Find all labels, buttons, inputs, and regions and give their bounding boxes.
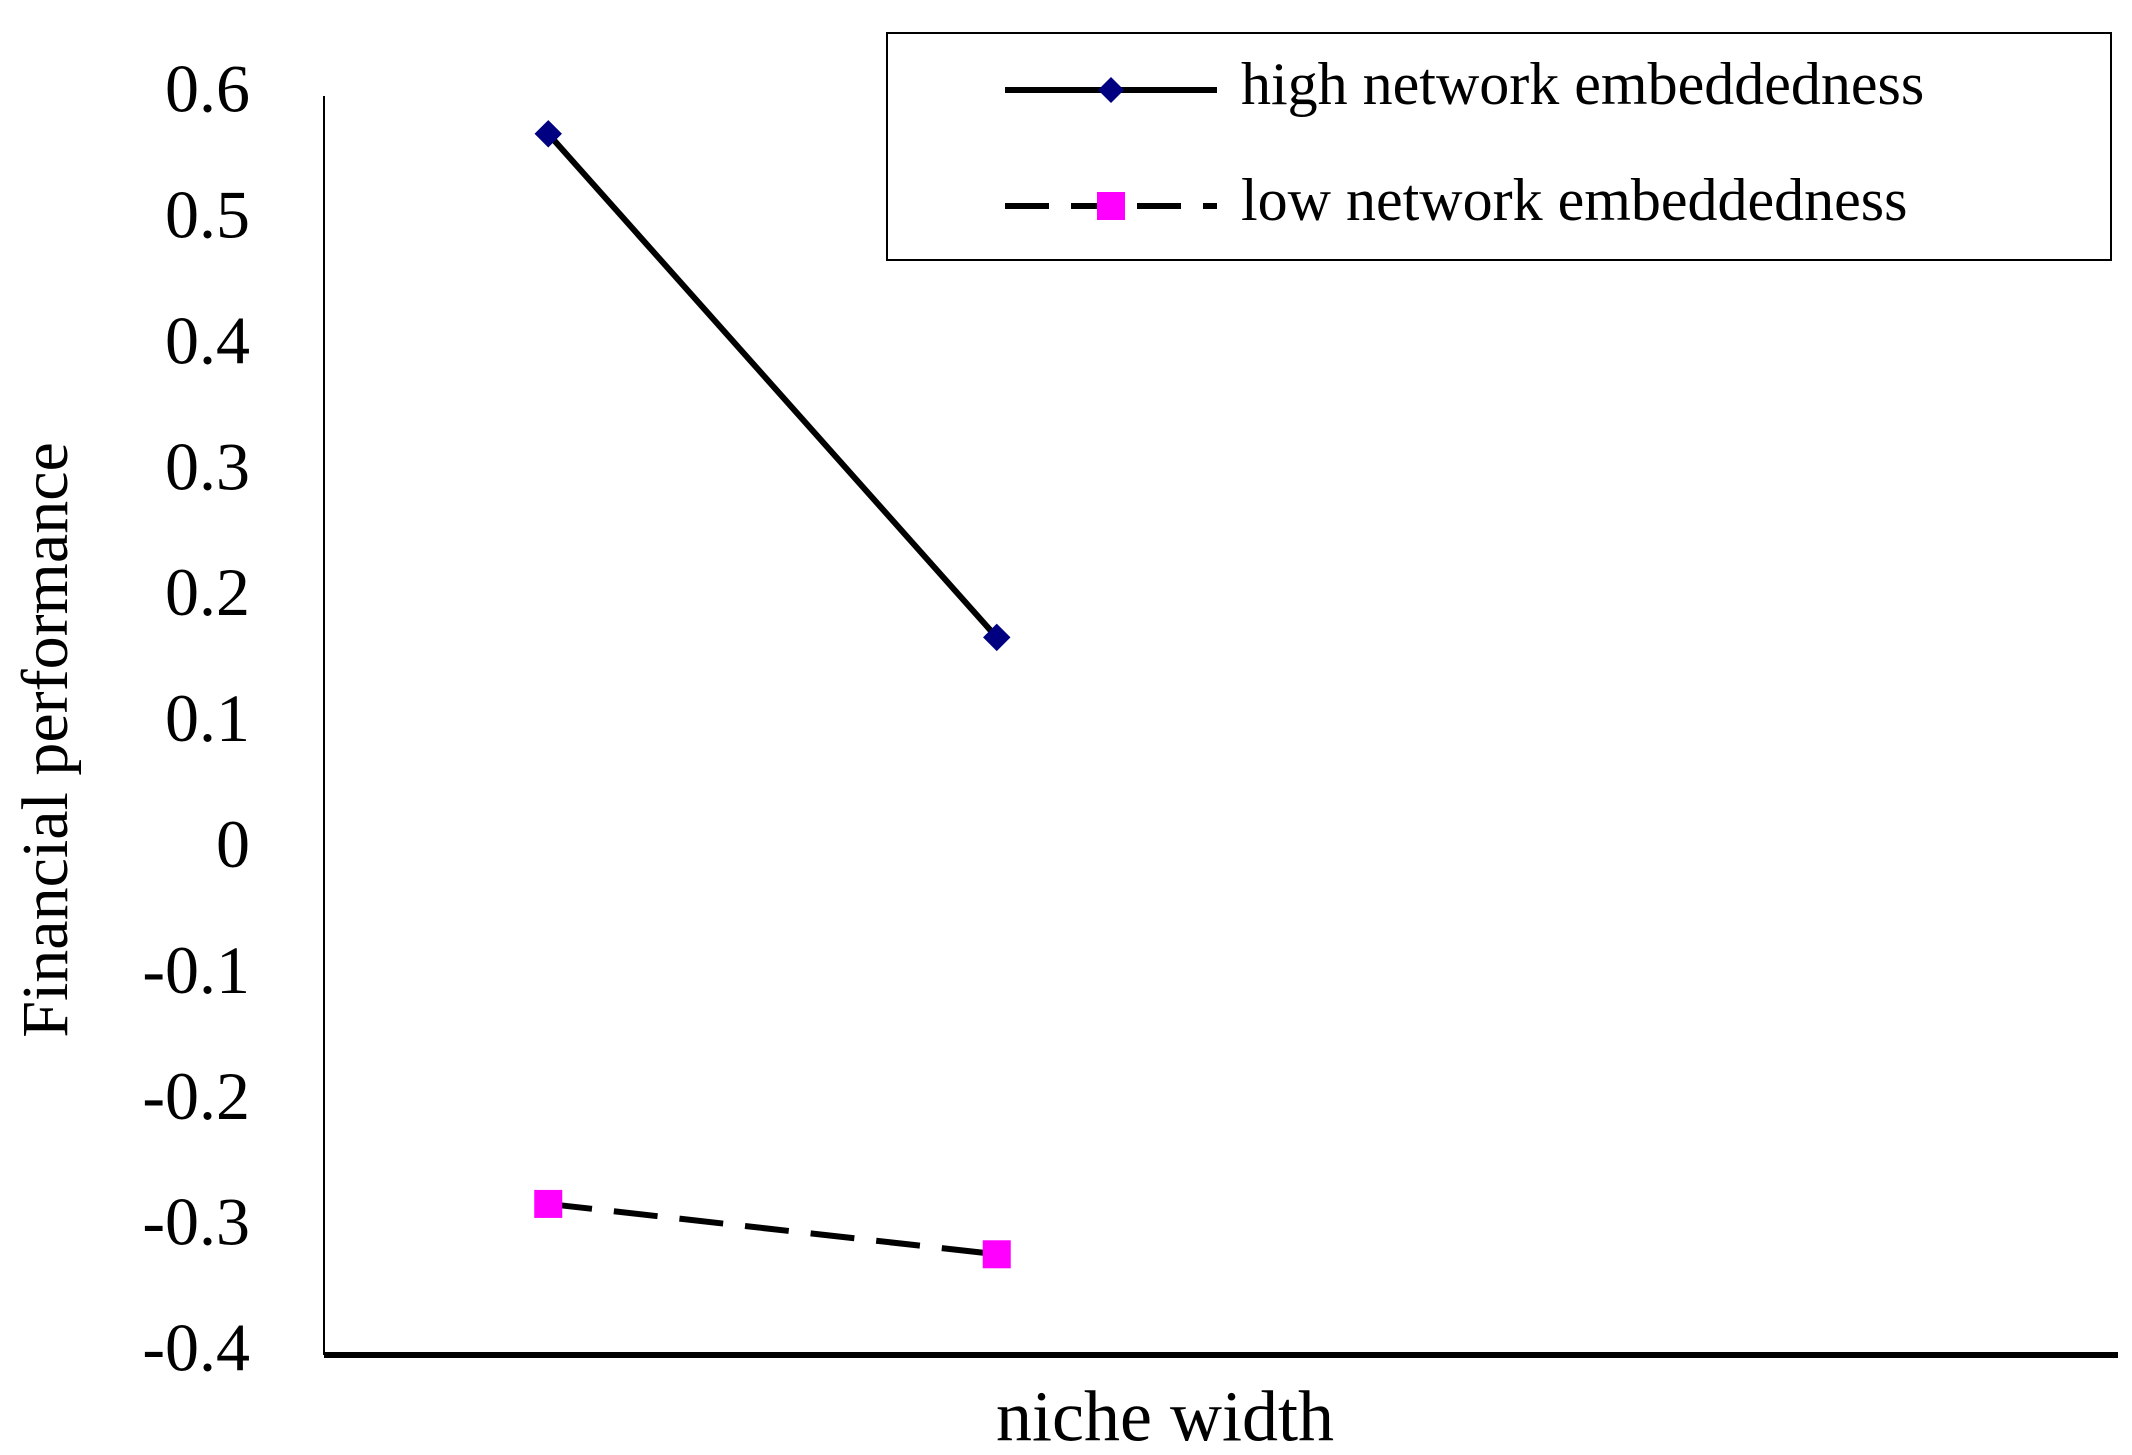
y-tick-label: 0.1 xyxy=(165,680,250,756)
y-tick-label: -0.2 xyxy=(142,1058,250,1134)
y-tick-label: 0.6 xyxy=(165,51,250,127)
y-tick-label: 0.2 xyxy=(165,554,250,630)
legend-marker xyxy=(1098,77,1124,103)
y-tick-label: -0.1 xyxy=(142,932,250,1008)
y-tick-label: -0.3 xyxy=(142,1184,250,1260)
series-line xyxy=(547,1200,998,1258)
y-tick-label: 0.3 xyxy=(165,428,250,504)
marker xyxy=(983,623,1011,652)
legend-label: high network embeddedness xyxy=(1241,51,1924,117)
legend-label: low network embeddedness xyxy=(1241,167,1908,233)
marker xyxy=(534,1189,563,1218)
x-axis-label: niche width xyxy=(996,1377,1334,1455)
marker xyxy=(982,1240,1011,1269)
legend-box xyxy=(886,32,2112,261)
marker xyxy=(534,120,562,148)
y-axis-label: Financial performance xyxy=(9,442,82,1038)
y-tick-label: 0 xyxy=(216,806,250,882)
y-tick-label: 0.4 xyxy=(165,302,250,378)
legend-marker xyxy=(1097,192,1125,220)
y-tick-label: -0.4 xyxy=(142,1310,250,1386)
y-tick-label: 0.5 xyxy=(165,177,250,253)
series-line xyxy=(546,131,999,640)
